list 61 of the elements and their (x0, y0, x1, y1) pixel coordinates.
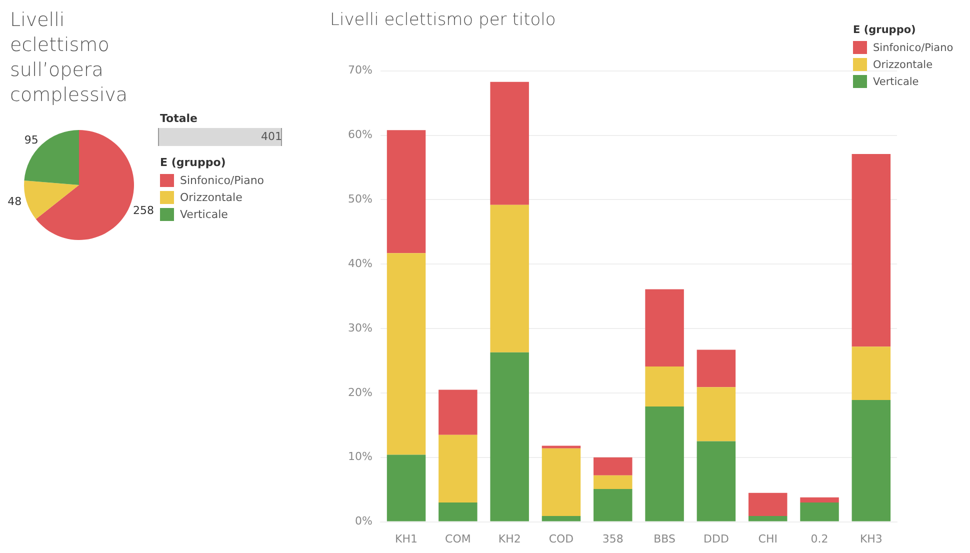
y-tick-label: 50% (348, 192, 372, 206)
y-tick-label: 40% (348, 256, 372, 270)
bar (490, 82, 529, 205)
bar (645, 289, 684, 367)
legend-title: E (gruppo) (853, 24, 917, 36)
y-tick-label: 10% (348, 450, 372, 464)
text: 401 (261, 130, 282, 143)
x-tick-label: 0.2 (810, 532, 828, 546)
bar (490, 204, 529, 352)
data-label: 258 (133, 204, 154, 217)
chart-title: Livelli eclettismo per titolo (330, 10, 556, 30)
x-tick-label: COD (548, 532, 574, 546)
legend-label: Orizzontale (180, 191, 242, 204)
bar (645, 406, 684, 522)
bar (748, 516, 788, 522)
bar (645, 366, 684, 406)
y-tick-label: 60% (348, 128, 372, 142)
bar (490, 352, 529, 522)
x-tick-label: BBS (654, 532, 676, 546)
bar (696, 441, 736, 522)
bar (800, 502, 839, 522)
bar (696, 350, 736, 388)
y-tick-label: 30% (348, 321, 372, 334)
bar (594, 475, 632, 489)
bar (852, 400, 891, 522)
x-tick-label: CHI (758, 532, 778, 546)
bar (438, 502, 478, 522)
x-tick-label: DDD (703, 532, 729, 546)
bar (386, 130, 426, 254)
bar (386, 253, 426, 455)
x-tick-label: KH1 (395, 532, 418, 546)
bar (542, 516, 581, 522)
bar (438, 390, 478, 435)
bar (542, 446, 581, 448)
y-tick-label: 70% (348, 64, 372, 77)
legend-label: Sinfonico/Piano (180, 174, 264, 187)
legend-label: Verticale (180, 208, 228, 221)
bar (852, 346, 891, 400)
bar (594, 457, 632, 476)
bar (852, 154, 891, 347)
bar (542, 448, 581, 516)
data-label: 48 (8, 195, 22, 208)
text: Totale (160, 112, 198, 125)
bar (386, 454, 426, 522)
legend-label: Sinfonico/Piano (873, 42, 954, 54)
legend-label: Orizzontale (873, 58, 933, 70)
x-tick-label: 358 (602, 532, 624, 546)
bar (438, 434, 478, 502)
bar (800, 497, 839, 502)
bar (696, 387, 736, 442)
y-tick-label: 0% (354, 514, 372, 528)
legend-title: E (gruppo) (160, 156, 227, 169)
x-tick-label: KH2 (498, 532, 521, 546)
bar (594, 488, 632, 522)
chart-title: Livelli eclettismo sull’opera complessiva (10, 8, 129, 108)
bar (748, 492, 788, 516)
x-tick-label: COM (445, 532, 471, 546)
x-tick-label: KH3 (860, 532, 882, 546)
legend-label: Verticale (873, 76, 919, 88)
y-tick-label: 20% (348, 386, 372, 399)
data-label: 95 (24, 134, 38, 147)
